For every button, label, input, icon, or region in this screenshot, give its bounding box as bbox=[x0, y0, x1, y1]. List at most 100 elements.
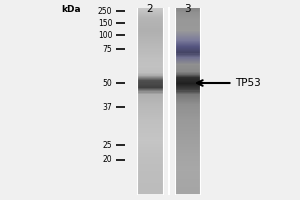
Bar bbox=[137, 29, 163, 30]
Bar bbox=[137, 23, 163, 24]
Bar bbox=[137, 56, 163, 57]
Bar bbox=[175, 189, 200, 190]
Bar bbox=[175, 23, 200, 25]
Bar bbox=[175, 46, 200, 47]
Bar bbox=[137, 137, 163, 138]
Bar bbox=[137, 48, 163, 50]
Bar bbox=[175, 66, 200, 68]
Bar bbox=[175, 93, 200, 94]
Bar bbox=[137, 179, 163, 180]
Bar bbox=[175, 76, 200, 77]
Bar bbox=[137, 65, 163, 66]
Bar bbox=[137, 153, 163, 154]
Bar bbox=[137, 189, 163, 190]
Bar bbox=[175, 136, 200, 137]
Bar bbox=[137, 139, 163, 140]
Bar bbox=[175, 191, 200, 192]
Bar bbox=[137, 81, 163, 83]
Bar bbox=[175, 134, 200, 135]
Bar bbox=[137, 43, 163, 44]
Bar bbox=[137, 133, 163, 134]
Bar bbox=[137, 156, 163, 157]
Bar bbox=[137, 193, 163, 194]
Bar bbox=[175, 170, 200, 171]
Bar bbox=[175, 22, 200, 24]
Bar bbox=[175, 17, 200, 18]
Bar bbox=[137, 46, 163, 48]
Bar bbox=[175, 53, 200, 55]
Bar bbox=[175, 120, 200, 121]
Bar bbox=[175, 148, 200, 149]
Bar bbox=[137, 144, 163, 145]
Bar bbox=[137, 75, 163, 76]
Bar bbox=[137, 167, 163, 168]
Bar bbox=[137, 86, 163, 87]
Bar bbox=[175, 117, 200, 118]
Bar bbox=[137, 71, 163, 72]
Bar bbox=[175, 88, 200, 89]
Bar bbox=[137, 52, 163, 53]
Bar bbox=[175, 98, 200, 99]
Bar bbox=[137, 172, 163, 173]
Bar bbox=[175, 125, 200, 127]
Bar bbox=[137, 176, 163, 177]
Bar bbox=[137, 191, 163, 192]
Text: 50: 50 bbox=[103, 78, 112, 88]
Bar bbox=[137, 171, 163, 172]
Bar bbox=[175, 81, 200, 82]
Bar bbox=[175, 150, 200, 151]
Bar bbox=[137, 159, 163, 161]
Bar bbox=[175, 41, 200, 42]
Bar bbox=[137, 121, 163, 123]
Bar bbox=[137, 41, 163, 42]
Bar bbox=[137, 101, 163, 102]
Bar bbox=[137, 99, 163, 100]
Bar bbox=[137, 140, 163, 141]
Bar bbox=[137, 53, 163, 54]
Bar bbox=[137, 12, 163, 13]
Bar bbox=[175, 139, 200, 140]
Bar bbox=[137, 170, 163, 171]
Bar bbox=[137, 107, 163, 109]
Bar bbox=[175, 18, 200, 19]
Bar bbox=[137, 185, 163, 186]
Bar bbox=[175, 102, 200, 103]
Bar bbox=[175, 69, 200, 70]
Bar bbox=[137, 95, 163, 96]
Bar bbox=[175, 129, 200, 131]
Bar bbox=[175, 90, 200, 92]
Bar bbox=[175, 32, 200, 33]
Bar bbox=[175, 71, 200, 72]
Bar bbox=[175, 101, 200, 102]
Bar bbox=[137, 126, 163, 128]
Bar bbox=[137, 87, 163, 88]
Bar bbox=[175, 173, 200, 174]
Bar bbox=[137, 89, 163, 90]
Bar bbox=[137, 17, 163, 18]
Bar bbox=[137, 63, 163, 64]
Bar bbox=[137, 37, 163, 38]
Bar bbox=[137, 22, 163, 23]
Bar bbox=[137, 39, 163, 40]
Bar bbox=[175, 40, 200, 41]
Bar bbox=[137, 116, 163, 117]
Bar bbox=[175, 188, 200, 189]
Bar bbox=[137, 76, 163, 77]
Bar bbox=[137, 164, 163, 165]
Bar bbox=[137, 9, 163, 10]
Bar bbox=[175, 50, 200, 51]
Bar bbox=[137, 151, 163, 152]
Bar bbox=[175, 45, 200, 46]
Bar bbox=[175, 78, 200, 80]
Bar bbox=[137, 106, 163, 108]
Bar bbox=[175, 68, 200, 69]
Bar bbox=[175, 158, 200, 160]
Bar bbox=[175, 161, 200, 163]
Text: 25: 25 bbox=[103, 140, 112, 150]
Bar bbox=[175, 20, 200, 22]
Bar bbox=[175, 110, 200, 112]
Bar bbox=[175, 19, 200, 20]
Bar bbox=[137, 32, 163, 33]
Bar bbox=[137, 66, 163, 68]
Bar bbox=[175, 192, 200, 193]
